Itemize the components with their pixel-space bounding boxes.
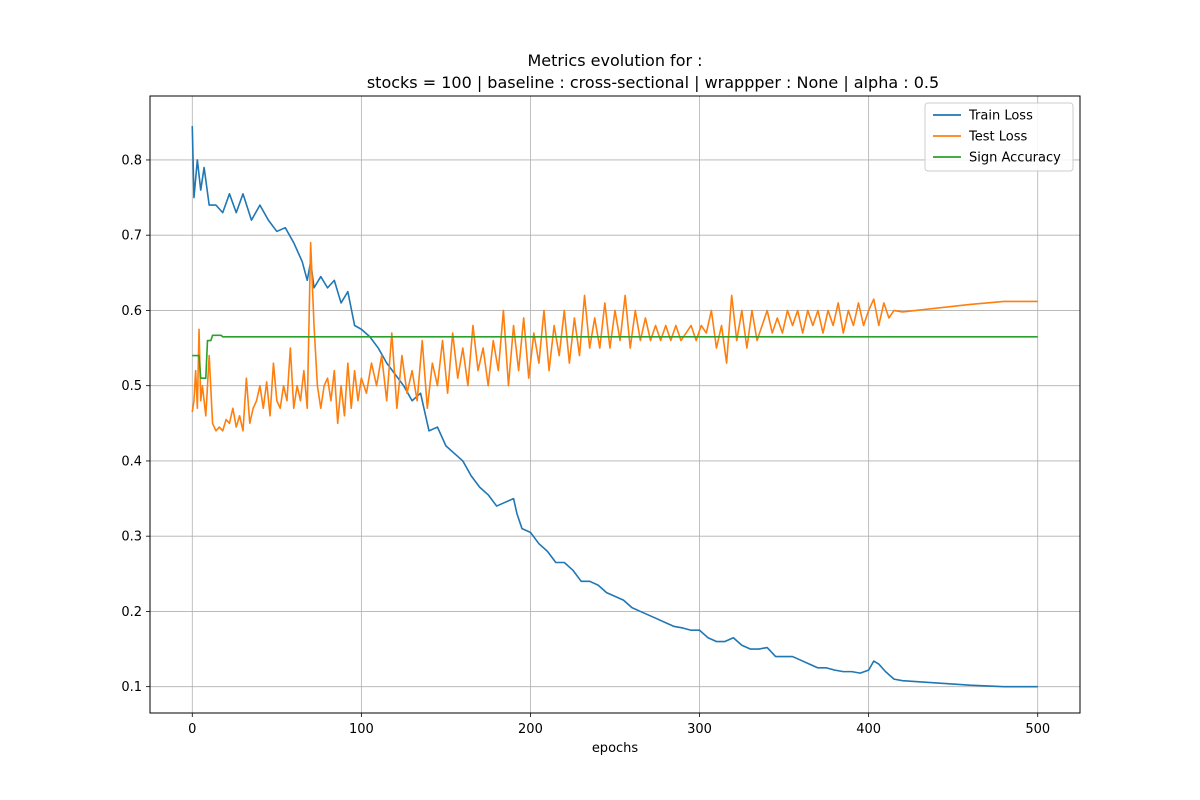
sign-accuracy-legend-label: Sign Accuracy [969, 151, 1061, 166]
train-loss-legend-label: Train Loss [968, 109, 1033, 124]
legend-box [924, 102, 1074, 172]
x-tick-label: 0 [188, 722, 196, 737]
y-tick-label: 0.1 [121, 680, 142, 695]
x-axis-label: epochs [592, 741, 639, 756]
test-loss-legend-label: Test Loss [968, 130, 1027, 145]
series-layer [191, 126, 1038, 688]
legend: Train Loss Test Loss Sign Accuracy [924, 102, 1074, 172]
x-tick-label: 200 [518, 722, 543, 737]
ticks: 0 100 200 300 400 500 0.1 0.2 0.3 0.4 0.5 0.6 0.7 0.8 [121, 153, 1050, 737]
x-tick-label: 400 [856, 722, 881, 737]
sign-accuracy-line [192, 334, 1038, 379]
chart-title-line1: Metrics evolution for : [527, 51, 702, 70]
y-tick-label: 0.5 [121, 379, 142, 394]
y-tick-label: 0.4 [121, 454, 142, 469]
train-loss-line [191, 126, 1038, 688]
y-tick-label: 0.3 [121, 530, 142, 545]
x-tick-label: 500 [1025, 722, 1050, 737]
x-tick-label: 300 [687, 722, 712, 737]
y-tick-label: 0.7 [121, 229, 142, 244]
test-loss-line [191, 241, 1038, 432]
x-tick-label: 100 [349, 722, 374, 737]
chart-title-line2: stocks = 100 | baseline : cross-sectiona… [367, 73, 939, 92]
grid [150, 96, 1080, 713]
y-tick-label: 0.2 [121, 605, 142, 620]
y-tick-label: 0.6 [121, 304, 142, 319]
y-tick-label: 0.8 [121, 153, 142, 168]
plot-frame [149, 95, 1081, 714]
